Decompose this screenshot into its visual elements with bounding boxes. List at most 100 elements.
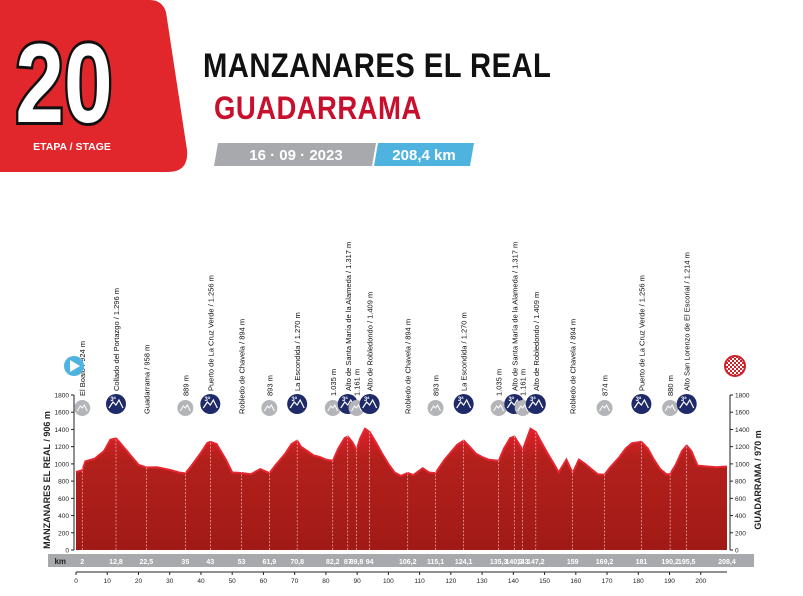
left-axis-label: MANZANARES EL REAL / 906 m — [42, 411, 52, 549]
waypoint-label: 1.161 m — [519, 369, 528, 396]
x-tick-label: 140 — [508, 578, 519, 585]
waypoint-label: 874 m — [601, 375, 610, 396]
y-tick-label-right: 1400 — [735, 427, 750, 434]
y-tick-label: 600 — [58, 496, 69, 503]
x-tick-label: 150 — [539, 578, 550, 585]
climb-category-label: 3ª — [291, 396, 297, 403]
start-town: MANZANARES EL REAL — [203, 47, 552, 85]
elevation-area — [76, 428, 727, 550]
climb-category-label: 3ª — [205, 396, 211, 403]
x-tick-label: 80 — [322, 578, 330, 585]
waypoint-label: Robledo de Chavela / 894 m — [404, 319, 413, 414]
stage-number: 20 — [15, 22, 112, 147]
waypoint-label: 1.035 m — [495, 369, 504, 396]
y-tick-label-right: 400 — [735, 513, 746, 520]
km-label: 61,9 — [263, 559, 277, 566]
km-label: 70,8 — [290, 559, 304, 566]
waypoint-label: Collado del Portazgo / 1.296 m — [112, 288, 121, 391]
waypoint-label: Puerto de La Cruz Verde / 1.256 m — [206, 275, 215, 391]
mountain-icon — [679, 398, 695, 409]
waypoint-label: Alto San Lorenzo de El Escorial / 1.214 … — [683, 252, 692, 391]
km-label: 89,8 — [350, 559, 364, 566]
waypoint-label: Robledo de Chavela / 894 m — [569, 319, 578, 414]
right-y-axis: 0 200 400 600 800 1000 1200 1400 1600 1800 — [729, 393, 750, 555]
km-label: 159 — [567, 559, 579, 566]
km-band-unit: km — [54, 557, 66, 566]
waypoint-label: La Escondida / 1.270 m — [460, 312, 469, 391]
x-tick-label: 200 — [695, 578, 706, 585]
waypoint-label: Alto de Robledondo / 1.409 m — [532, 292, 541, 391]
waypoint-label: 893 m — [432, 375, 441, 396]
x-tick-label: 100 — [383, 578, 394, 585]
finish-town: GUADARRAMA — [214, 90, 422, 126]
km-label: 82,2 — [326, 559, 340, 566]
km-label: 140,3 — [506, 559, 524, 566]
x-tick-label: 20 — [135, 578, 143, 585]
climb-category-label: 3ª — [342, 396, 348, 403]
waypoint-label: Robledo de Chavela / 894 m — [238, 319, 247, 414]
waypoint-label: 1.035 m — [329, 369, 338, 396]
climb-category-label: 3ª — [681, 396, 687, 403]
km-label: 53 — [238, 559, 246, 566]
y-tick-label-right: 0 — [735, 548, 739, 555]
x-tick-label: 40 — [197, 578, 205, 585]
km-label: 169,2 — [596, 559, 614, 566]
stage-date: 16 · 09 · 2023 — [249, 147, 342, 164]
mountain-icon — [263, 404, 275, 412]
mountain-icon — [456, 398, 472, 409]
x-tick-label: 180 — [633, 578, 644, 585]
y-tick-label: 400 — [58, 513, 69, 520]
y-tick-label: 1800 — [55, 393, 70, 400]
mountain-icon — [493, 404, 505, 412]
waypoint-label: Alto de Robledondo / 1.409 m — [366, 292, 375, 391]
y-tick-label-right: 600 — [735, 496, 746, 503]
distance-bar — [374, 143, 474, 166]
start-marker — [64, 356, 84, 376]
mountain-icon — [664, 404, 676, 412]
climb-category-label: 3ª — [458, 396, 464, 403]
km-label: 115,1 — [427, 559, 444, 566]
mountain-icon — [108, 398, 124, 409]
x-tick-label: 110 — [414, 578, 425, 585]
waypoint-label: 1.161 m — [353, 369, 362, 396]
waypoint-label: 889 m — [181, 375, 190, 396]
play-icon — [70, 360, 80, 372]
y-tick-label-right: 800 — [735, 479, 746, 486]
mountain-icon — [76, 404, 88, 412]
x-tick-label: 190 — [664, 578, 675, 585]
mountain-icon — [289, 398, 305, 409]
mountain-icon — [599, 404, 610, 412]
waypoint-label: 880 m — [666, 375, 675, 396]
y-tick-label-right: 1600 — [735, 410, 750, 417]
mountain-icon — [528, 398, 544, 409]
km-label: 147,2 — [527, 559, 545, 566]
km-label: 87 — [344, 559, 352, 566]
y-tick-label-right: 1200 — [735, 444, 750, 451]
mountain-icon — [351, 404, 362, 412]
mountain-icon — [362, 398, 378, 409]
km-label: 22,5 — [139, 559, 153, 566]
y-tick-label: 1600 — [55, 410, 70, 417]
x-axis: 0 10 20 30 40 50 60 70 80 90 100 110 120 130 140 150 160… — [74, 571, 727, 585]
finish-marker — [724, 355, 746, 377]
stage-banner: 20 ETAPA / STAGE — [0, 0, 188, 172]
km-label: 195,5 — [678, 559, 696, 566]
x-tick-label: 70 — [291, 578, 299, 585]
right-axis-label: GUADARRAMA / 970 m — [753, 430, 763, 529]
km-label: 208,4 — [718, 559, 736, 566]
climb-category-label: 3ª — [364, 396, 370, 403]
km-label: 124,1 — [455, 559, 473, 566]
mountain-icon — [517, 404, 529, 412]
climb-category-label: 3ª — [636, 396, 642, 403]
km-label: 94 — [366, 559, 374, 566]
waypoint-label: Guadarrama / 958 m — [142, 345, 151, 414]
stage-label: ETAPA / STAGE — [33, 141, 111, 153]
mountain-icon — [179, 404, 191, 412]
km-label: 106,2 — [399, 559, 417, 566]
waypoint-label: Alto de Santa María de la Alameda / 1.31… — [510, 242, 519, 391]
km-label: 143 — [517, 559, 529, 566]
x-tick-label: 120 — [445, 578, 456, 585]
waypoint-label: Alto de Santa María de la Alameda / 1.31… — [344, 242, 353, 391]
x-tick-label: 170 — [602, 578, 613, 585]
